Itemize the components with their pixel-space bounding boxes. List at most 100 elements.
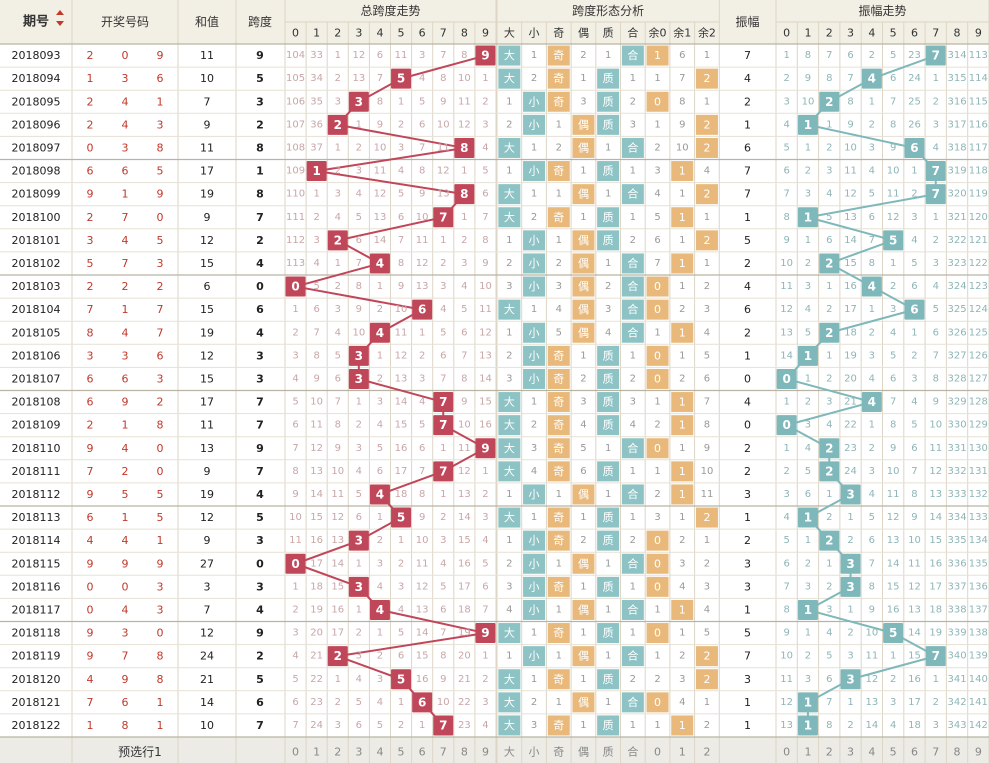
shape-hit [671,207,694,228]
shape-miss-value: 1 [654,720,660,731]
amp-miss-value: 7 [826,50,832,61]
preselect-shape: 2 [703,746,710,759]
shape-miss-value: 4 [704,604,710,615]
draw-number: 1 [157,696,164,709]
shape-hit [695,68,718,89]
span-digit-header: 7 [440,27,447,40]
span-miss-value: 3 [440,535,446,546]
span-miss-value: 1 [335,50,341,61]
shape-miss-value: 1 [556,119,562,130]
span-miss-value: 9 [461,397,467,408]
span-miss-value: 2 [356,628,362,639]
shape-miss-value: 2 [679,535,685,546]
sum-cell: 9 [204,118,211,131]
draw-number: 0 [157,465,164,478]
shape-miss-value: 1 [556,235,562,246]
span-cell: 9 [256,49,264,62]
amp-cell: 7 [744,49,751,62]
draw-number: 5 [87,257,94,270]
shape-header: 余1 [673,26,691,40]
amp-cell: 1 [744,603,751,616]
amp-miss-value: 4 [826,628,832,639]
span-miss-value: 1 [292,304,298,315]
span-miss-value: 17 [310,558,323,569]
preselect-span-digit: 5 [398,746,405,759]
span-ball-label: 0 [291,280,299,294]
shape-hit-label: 大 [504,510,515,524]
shape-miss-value: 1 [679,281,685,292]
amp-miss-value: 140 [969,674,988,685]
period-cell: 2018113 [12,511,61,524]
preselect-span-digit: 1 [313,746,320,759]
span-miss-value: 1 [482,466,488,477]
preselect-amp-digit: 6 [911,746,918,759]
amp-miss-value: 3 [869,350,875,361]
shape-hit [572,646,595,667]
amp-digit-header: 2 [826,27,833,40]
shape-miss-value: 1 [654,651,660,662]
amp-ball-label: 2 [825,534,833,548]
amp-digit-header: 9 [975,27,982,40]
shape-hit [547,530,570,551]
span-miss-value: 6 [440,350,446,361]
amp-miss-value: 21 [844,397,857,408]
amp-digit-header: 5 [890,27,897,40]
draw-number: 9 [122,673,129,686]
draw-number: 9 [157,49,164,62]
span-miss-value: 2 [335,166,341,177]
amp-miss-value: 11 [865,651,878,662]
span-ball [348,345,369,366]
sum-cell: 7 [204,603,211,616]
draw-number: 8 [157,419,164,432]
span-miss-value: 6 [356,512,362,523]
span-ball [348,530,369,551]
shape-miss-value: 1 [679,189,685,200]
shape-hit-label: 质 [603,211,614,224]
shape-hit [597,368,620,389]
shape-miss-value: 1 [556,651,562,662]
shape-hit-label: 0 [654,303,661,316]
span-miss-value: 104 [286,50,305,61]
span-miss-value: 7 [377,73,383,84]
span-miss-value: 13 [437,189,450,200]
amp-miss-value: 1 [783,443,789,454]
span-cell: 0 [256,557,264,570]
amp-miss-value: 8 [783,212,789,223]
span-miss-value: 1 [398,96,404,107]
shape-miss-value: 2 [531,212,537,223]
shape-miss-value: 4 [580,420,586,431]
amp-miss-value: 3 [890,304,896,315]
amp-ball-label: 6 [910,303,918,317]
shape-hit [547,623,570,644]
amp-miss-value: 117 [969,142,988,153]
draw-header: 开奖号码 [101,15,149,29]
shape-hit [547,345,570,366]
shape-miss-value: 2 [506,558,512,569]
amp-miss-value: 8 [869,258,875,269]
amp-ball-label: 1 [804,695,812,709]
amp-miss-value: 5 [911,258,917,269]
amp-miss-value: 6 [826,674,832,685]
shape-hit-label: 大 [504,302,515,316]
span-miss-value: 4 [461,281,467,292]
span-miss-value: 107 [286,119,305,130]
span-miss-value: 4 [482,535,488,546]
amp-ball [925,161,946,182]
amp-miss-value: 5 [783,535,789,546]
span-miss-value: 2 [335,697,341,708]
shape-miss-value: 1 [630,720,636,731]
amp-miss-value: 135 [969,558,988,569]
amp-miss-value: 1 [933,73,939,84]
span-ball-label: 3 [355,580,363,594]
sort-updown-icon[interactable] [56,10,64,15]
amp-ball-label: 5 [889,233,897,247]
shape-hit-label: 0 [654,95,661,108]
shape-hit [646,530,669,551]
amp-ball [840,576,861,597]
shape-hit [621,184,644,205]
amp-miss-value: 141 [969,697,988,708]
shape-miss-value: 3 [506,373,512,384]
amp-miss-value: 11 [908,558,921,569]
shape-hit [572,137,595,158]
amp-miss-value: 9 [911,512,917,523]
